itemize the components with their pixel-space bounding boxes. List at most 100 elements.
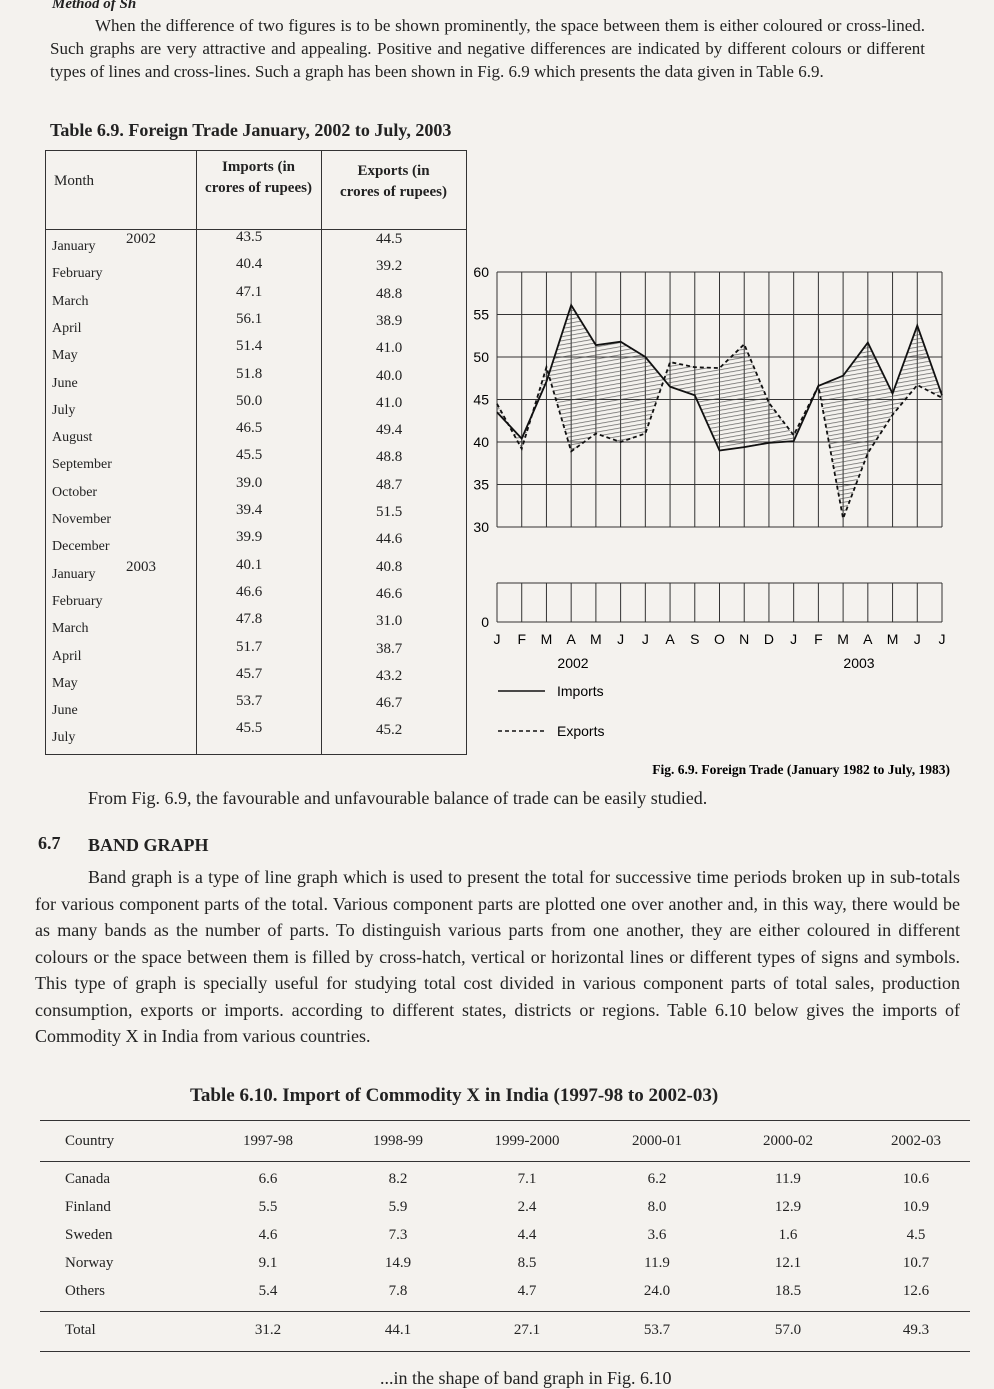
total-label: Total [65, 1322, 96, 1338]
value-cell: 14.9 [384, 1255, 412, 1271]
exports-cell: 48.7 [376, 476, 403, 493]
column-header: 2000-02 [763, 1133, 813, 1149]
month-cell: June [52, 703, 78, 719]
y-tick-label: 40 [473, 434, 489, 450]
column-header: 2002-03 [891, 1133, 941, 1149]
year-label: 2003 [843, 655, 874, 671]
total-cell: 44.1 [384, 1322, 412, 1338]
value-cell: 1.6 [778, 1227, 798, 1243]
value-cell: 7.3 [388, 1227, 408, 1243]
y-tick-label: 0 [481, 614, 489, 630]
hline [40, 1311, 970, 1312]
y-tick-label: 45 [473, 392, 489, 408]
value-cell: 12.9 [774, 1199, 802, 1215]
x-tick-label: M [541, 631, 553, 647]
value-cell: 11.9 [644, 1255, 670, 1271]
legend-label: Imports [557, 683, 604, 699]
paragraph: When the difference of two figures is to… [50, 16, 925, 81]
value-cell: 2.4 [517, 1199, 537, 1215]
x-tick-label: J [617, 631, 624, 647]
table: Month Imports (in crores of rupees) Export… [45, 150, 467, 755]
country-cell: Others [65, 1283, 105, 1299]
imports-cell: 43.5 [236, 229, 263, 245]
y-tick-label: 30 [473, 519, 489, 535]
value-cell: 5.9 [388, 1199, 408, 1215]
column-header: 1997-98 [243, 1133, 293, 1149]
month-cell: April [52, 320, 82, 336]
exports-cell: 49.4 [376, 422, 403, 439]
month-cell: January [52, 239, 96, 254]
value-cell: 8.5 [517, 1255, 537, 1271]
x-tick-label: F [517, 631, 526, 647]
value-cell: 11.9 [775, 1171, 801, 1187]
exports-cell: 46.7 [376, 695, 403, 712]
column-header: 1999-2000 [494, 1133, 560, 1149]
exports-cell: 39.2 [376, 258, 403, 275]
month-cell: October [52, 484, 98, 500]
month-cell: June [52, 375, 78, 391]
exports-cell: 40.8 [376, 558, 403, 575]
value-cell: 12.1 [774, 1255, 802, 1271]
month-cell: August [52, 430, 93, 446]
month-cell: September [52, 457, 112, 473]
table-title: Table 6.10. Import of Commodity X in Ind… [190, 1085, 719, 1106]
value-cell: 10.9 [902, 1199, 930, 1215]
imports-cell: 39.9 [236, 529, 263, 546]
imports-cell: 51.8 [236, 365, 263, 382]
value-cell: 24.0 [643, 1283, 671, 1299]
exports-cell: 44.5 [376, 231, 403, 247]
total-cell: 27.1 [513, 1322, 541, 1338]
x-tick-label: J [790, 631, 797, 647]
vline [321, 151, 322, 754]
value-cell: 7.1 [517, 1171, 537, 1187]
paragraph: From Fig. 6.9, the favourable and unfavo… [88, 788, 708, 808]
exports-cell: 46.6 [376, 585, 403, 602]
value-cell: 6.2 [647, 1171, 667, 1187]
y-tick-label: 35 [473, 477, 489, 493]
value-cell: 10.7 [902, 1255, 930, 1271]
total-cell: 49.3 [902, 1322, 930, 1338]
total-cell: 57.0 [774, 1322, 802, 1338]
running-header: Method of Sh [52, 0, 137, 12]
difference-area [497, 305, 942, 519]
month-cell: May [52, 348, 78, 364]
total-cell: 31.2 [254, 1322, 282, 1338]
value-cell: 4.7 [517, 1283, 537, 1299]
value-cell: 9.1 [258, 1255, 278, 1271]
hline [46, 229, 466, 230]
column-header: Exports (in crores of rupees) [340, 163, 447, 200]
value-cell: 7.8 [388, 1283, 408, 1299]
country-cell: Canada [65, 1171, 110, 1187]
month-cell: March [52, 293, 89, 309]
month-cell: December [52, 539, 110, 555]
exports-line [496, 342, 943, 522]
value-cell: 18.5 [774, 1283, 802, 1299]
imports-cell: 47.8 [236, 611, 263, 628]
column-header: Month [54, 173, 95, 189]
imports-cell: 40.1 [236, 556, 263, 573]
vline [196, 151, 197, 754]
country-cell: Finland [65, 1199, 111, 1215]
exports-cell: 43.2 [376, 667, 403, 684]
column-header: Imports (in crores of rupees) [205, 159, 312, 196]
x-tick-label: M [590, 631, 602, 647]
month-cell: July [52, 730, 76, 746]
exports-cell: 45.2 [376, 722, 403, 739]
value-cell: 3.6 [647, 1227, 667, 1243]
footer-text: ...in the shape of band graph in Fig. 6.… [380, 1368, 672, 1388]
imports-cell: 51.4 [236, 338, 263, 355]
imports-cell: 53.7 [236, 693, 263, 710]
exports-cell: 31.0 [376, 613, 403, 630]
country-cell: Norway [65, 1255, 114, 1271]
exports-cell: 48.8 [376, 449, 403, 466]
imports-cell: 47.1 [236, 283, 263, 300]
month-cell: April [52, 648, 82, 664]
table: Country 1997-98 1998-99 1999-2000 2000-01 200… [40, 1120, 970, 1352]
country-cell: Sweden [65, 1227, 113, 1243]
value-cell: 5.5 [258, 1199, 278, 1215]
month-cell: February [52, 593, 103, 609]
x-tick-label: M [887, 631, 899, 647]
figure-caption: Fig. 6.9. Foreign Trade (January 1982 to… [652, 762, 950, 777]
value-cell: 6.6 [258, 1171, 278, 1187]
